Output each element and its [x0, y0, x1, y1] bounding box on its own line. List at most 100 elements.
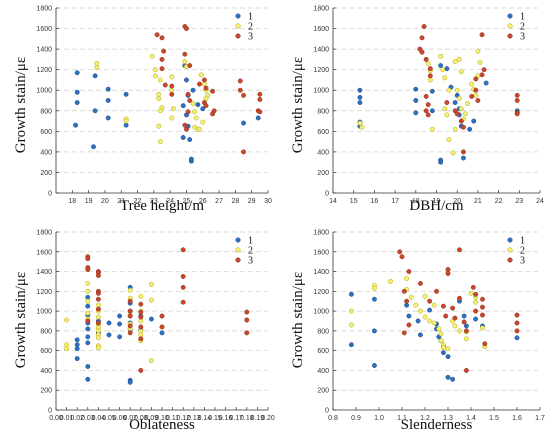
- data-point-series-3: [419, 35, 425, 41]
- data-point-series-1: [427, 307, 433, 313]
- data-point-series-3: [127, 330, 133, 336]
- data-point-series-3: [161, 48, 167, 54]
- data-point-series-3: [237, 78, 243, 84]
- y-tick-label: 0: [48, 191, 52, 198]
- y-tick-label: 1000: [36, 309, 52, 316]
- data-point-series-3: [159, 313, 165, 319]
- data-point-series-2: [431, 320, 437, 326]
- data-point-series-3: [138, 324, 144, 330]
- data-point-series-2: [197, 126, 202, 132]
- data-point-series-1: [473, 316, 479, 322]
- data-point-series-1: [74, 70, 80, 76]
- data-point-series-3: [159, 324, 165, 330]
- data-point-series-1: [117, 334, 123, 340]
- x-axis-title: Oblateness: [129, 417, 195, 433]
- data-point-series-3: [470, 284, 476, 290]
- data-point-series-1: [406, 313, 412, 319]
- data-point-series-1: [440, 350, 446, 356]
- x-tick-label: 22: [495, 198, 503, 205]
- data-point-series-3: [138, 314, 144, 320]
- data-point-series-3: [169, 91, 175, 97]
- data-point-series-3: [184, 26, 189, 32]
- x-tick-label: 23: [515, 198, 523, 205]
- x-tick-label: 25: [183, 198, 191, 205]
- data-point-series-1: [514, 335, 520, 341]
- chart-panel-1: 0 200 400 600 800 1000 1200 1400 1600 1800 18 19 20 2…: [13, 6, 272, 215]
- legend-label-1: 1: [520, 12, 525, 23]
- x-tick-label: 14: [329, 198, 337, 205]
- data-point-series-3: [514, 320, 520, 326]
- data-point-series-3: [463, 328, 469, 334]
- legend-marker-1: [235, 13, 241, 19]
- data-point-series-3: [138, 367, 144, 373]
- data-point-series-2: [404, 276, 410, 281]
- data-point-series-1: [255, 115, 261, 121]
- x-tick-label: 1.2: [420, 415, 430, 422]
- x-tick-label: 1.3: [443, 415, 453, 422]
- data-point-series-3: [450, 305, 456, 311]
- data-point-series-2: [203, 95, 209, 101]
- legend-marker-1: [507, 237, 513, 243]
- data-point-series-3: [138, 336, 144, 342]
- data-point-series-3: [203, 103, 209, 109]
- x-tick-label: 1.1: [397, 415, 407, 422]
- data-point-series-1: [357, 100, 363, 106]
- x-tick-label: 20: [453, 198, 461, 205]
- y-tick-label: 800: [317, 108, 329, 115]
- data-point-series-1: [74, 100, 80, 106]
- data-point-series-2: [458, 69, 464, 75]
- data-point-series-3: [423, 56, 429, 62]
- data-point-series-3: [182, 51, 188, 57]
- data-point-series-2: [440, 345, 446, 351]
- data-point-series-3: [159, 56, 165, 62]
- x-tick-label: 0.00: [49, 415, 63, 422]
- x-tick-label: 27: [215, 198, 223, 205]
- data-point-series-1: [117, 313, 123, 319]
- data-point-series-2: [436, 326, 442, 332]
- x-tick-label: 0.05: [102, 415, 116, 422]
- data-point-series-3: [479, 32, 485, 38]
- data-point-series-1: [106, 332, 112, 338]
- y-tick-label: 200: [317, 388, 329, 395]
- data-point-series-2: [157, 108, 163, 114]
- data-point-series-3: [138, 309, 144, 315]
- y-tick-label: 1600: [36, 26, 52, 33]
- data-point-series-3: [463, 367, 469, 373]
- data-point-series-3: [95, 290, 101, 296]
- data-point-series-1: [91, 144, 96, 150]
- data-point-series-1: [85, 326, 91, 332]
- x-axis-title: Tree height/m: [120, 198, 204, 214]
- y-tick-label: 1200: [36, 67, 52, 74]
- data-point-series-3: [473, 87, 479, 93]
- y-tick-label: 0: [325, 408, 329, 415]
- data-point-series-1: [106, 320, 112, 326]
- x-tick-label: 16: [371, 198, 379, 205]
- x-tick-label: 0.14: [198, 415, 212, 422]
- data-point-series-3: [95, 296, 101, 302]
- x-tick-label: 30: [264, 198, 272, 205]
- x-tick-label: 1.6: [512, 415, 522, 422]
- data-point-series-1: [413, 86, 419, 92]
- data-point-series-3: [244, 309, 250, 315]
- x-tick-label: 21: [117, 198, 125, 205]
- data-point-series-2: [444, 112, 450, 118]
- y-tick-label: 1000: [36, 88, 52, 95]
- data-point-series-1: [105, 86, 111, 92]
- data-point-series-3: [127, 298, 133, 304]
- data-point-series-1: [460, 155, 466, 161]
- data-point-series-2: [456, 95, 462, 101]
- data-point-series-3: [241, 92, 246, 98]
- x-tick-label: 1.0: [374, 415, 384, 422]
- y-tick-label: 1800: [36, 230, 52, 237]
- y-tick-label: 800: [40, 108, 52, 115]
- x-tick-label: 17: [391, 198, 399, 205]
- data-point-series-2: [200, 119, 206, 125]
- x-tick-label: 0.13: [187, 415, 201, 422]
- data-point-series-2: [427, 77, 433, 83]
- data-point-series-3: [423, 93, 429, 99]
- data-point-series-2: [388, 278, 393, 284]
- data-point-series-3: [421, 24, 427, 29]
- data-point-series-3: [423, 108, 429, 114]
- data-point-series-2: [85, 298, 91, 304]
- y-tick-label: 400: [40, 149, 52, 156]
